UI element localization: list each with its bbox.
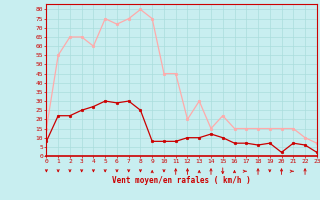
X-axis label: Vent moyen/en rafales ( km/h ): Vent moyen/en rafales ( km/h ) <box>112 176 251 185</box>
